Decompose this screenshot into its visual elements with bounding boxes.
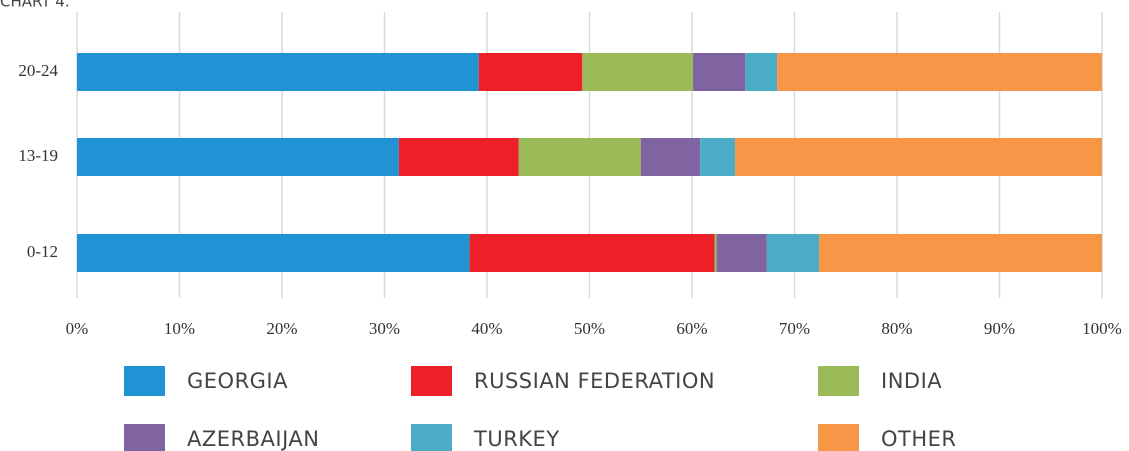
- chart-title: CHART 4.: [0, 0, 70, 11]
- x-tick-label: 0%: [66, 319, 89, 338]
- bar-segment: [819, 234, 1102, 272]
- x-tick-label: 100%: [1082, 319, 1122, 338]
- bar-segment: [478, 53, 583, 91]
- bar-segment: [777, 53, 1102, 91]
- y-tick-label: 20-24: [18, 61, 58, 80]
- x-tick-label: 40%: [471, 319, 502, 338]
- legend-swatch: [818, 424, 859, 451]
- legend-label: INDIA: [881, 369, 942, 393]
- bar-segment: [745, 53, 778, 91]
- x-tick-label: 50%: [574, 319, 605, 338]
- bar-segment: [716, 234, 767, 272]
- bar-segment: [77, 138, 399, 176]
- x-tick-label: 10%: [164, 319, 195, 338]
- x-tick-label: 90%: [984, 319, 1015, 338]
- bar-segment: [700, 138, 736, 176]
- bar-segment: [582, 53, 694, 91]
- legend-swatch: [124, 366, 165, 396]
- legend-swatch: [411, 366, 452, 396]
- y-tick-label: 0-12: [27, 242, 58, 261]
- legend-label: OTHER: [881, 427, 957, 451]
- bar-segment: [640, 138, 701, 176]
- bar-segment: [766, 234, 820, 272]
- x-tick-label: 20%: [266, 319, 297, 338]
- legend-label: TURKEY: [473, 427, 560, 451]
- bar-segment: [693, 53, 746, 91]
- legend-label: RUSSIAN FEDERATION: [474, 369, 715, 393]
- legend-swatch: [411, 424, 452, 451]
- x-tick-label: 60%: [676, 319, 707, 338]
- bar-segment: [77, 53, 479, 91]
- bar-segment: [398, 138, 519, 176]
- legend-label: AZERBAIJAN: [187, 427, 319, 451]
- bar-segment: [77, 234, 470, 272]
- y-tick-label: 13-19: [18, 146, 58, 165]
- bar-segment: [469, 234, 715, 272]
- legend-label: GEORGIA: [187, 369, 288, 393]
- bar-segment: [518, 138, 641, 176]
- legend-swatch: [818, 366, 859, 396]
- bar-segment: [735, 138, 1102, 176]
- x-tick-label: 70%: [779, 319, 810, 338]
- x-tick-label: 30%: [369, 319, 400, 338]
- bar-segment: [714, 234, 717, 272]
- legend-swatch: [124, 424, 165, 451]
- x-tick-label: 80%: [881, 319, 912, 338]
